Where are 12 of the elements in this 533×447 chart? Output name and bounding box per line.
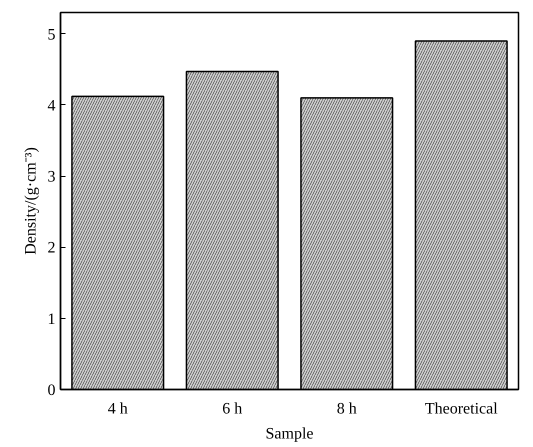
- y-tick-label: 4: [48, 97, 56, 114]
- y-tick-label: 2: [48, 240, 56, 257]
- y-tick-label: 1: [48, 310, 56, 328]
- x-axis-title: Sample: [266, 426, 314, 442]
- y-tick-label: 0: [48, 382, 56, 399]
- x-tick-label: 8 h: [336, 400, 357, 418]
- x-tick-label: 6 h: [222, 400, 242, 418]
- x-tick-label: 4 h: [108, 400, 128, 418]
- y-tick-label: 5: [48, 26, 56, 44]
- y-tick-label: 3: [48, 168, 56, 186]
- x-tick-label: Theoretical: [424, 400, 498, 418]
- y-axis-title: Density/(g·cm⁻³): [22, 147, 40, 255]
